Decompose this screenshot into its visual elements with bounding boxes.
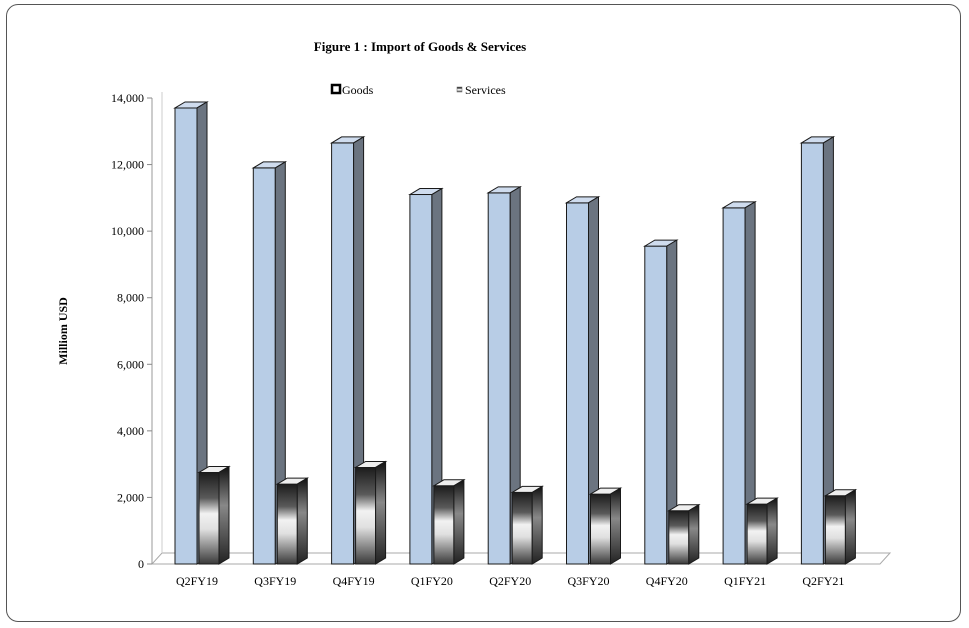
- goods-bar-front: [174, 107, 198, 565]
- legend: Goods Services: [330, 83, 506, 97]
- x-tick-label: Q2FY20: [489, 574, 531, 588]
- goods-bar-front: [487, 192, 511, 565]
- goods-bar-front: [409, 194, 433, 565]
- services-bar: [745, 497, 779, 565]
- services-bar: [197, 465, 231, 565]
- goods-bar: [486, 185, 523, 565]
- services-bar-side: [688, 503, 700, 565]
- y-axis-label: Milliom USD: [56, 297, 70, 365]
- goods-bar-front: [644, 245, 668, 565]
- y-tick-label: 10,000: [111, 224, 144, 238]
- y-tick-label: 6,000: [117, 357, 144, 371]
- services-bar-side: [610, 487, 621, 565]
- services-bar-front: [433, 485, 455, 565]
- goods-bar: [173, 101, 209, 565]
- services-bar: [588, 487, 623, 565]
- services-bar: [510, 485, 545, 565]
- chart-title: Figure 1 : Import of Goods & Services: [314, 39, 526, 54]
- goods-bar: [721, 200, 757, 565]
- y-tick-label: 8,000: [117, 291, 144, 305]
- goods-bar-front: [566, 202, 589, 565]
- y-tick-label: 12,000: [111, 158, 144, 172]
- y-tick-label: 2,000: [117, 490, 144, 504]
- services-bar-front: [276, 483, 298, 565]
- x-tick-label: Q2FY19: [176, 574, 218, 588]
- services-bar: [432, 478, 466, 565]
- x-tick-label: Q3FY20: [567, 574, 609, 588]
- services-bar-side: [218, 465, 230, 565]
- x-tick-label: Q1FY20: [411, 574, 453, 588]
- goods-bar: [408, 187, 444, 565]
- services-bar-front: [590, 493, 611, 565]
- goods-bar-front: [252, 167, 276, 565]
- x-tick-label: Q3FY19: [254, 574, 296, 588]
- goods-bar-front: [800, 142, 824, 565]
- services-bar-side: [296, 477, 308, 565]
- services-bar-front: [668, 510, 690, 565]
- goods-bar: [642, 239, 679, 565]
- services-bar-front: [355, 466, 377, 565]
- y-tick-label: 14,000: [111, 91, 144, 105]
- legend-services-swatch: [456, 86, 463, 93]
- legend-goods-label: Goods: [342, 83, 374, 97]
- goods-bar: [799, 136, 836, 565]
- legend-services-label: Services: [465, 83, 506, 97]
- y-tick-label: 0: [138, 557, 144, 571]
- services-bar-side: [766, 497, 778, 565]
- services-bar-front: [198, 471, 220, 565]
- goods-bar-front: [331, 142, 355, 565]
- legend-goods-swatch: [330, 83, 342, 95]
- services-bar-front: [746, 503, 768, 565]
- services-bar-side: [844, 488, 856, 565]
- services-bar-front: [824, 495, 846, 565]
- services-bar: [823, 488, 858, 565]
- y-tick-label: 4,000: [117, 424, 144, 438]
- services-bar: [353, 460, 388, 565]
- x-tick-label: Q1FY21: [724, 574, 766, 588]
- services-bar: [275, 477, 310, 565]
- services-bar-front: [511, 491, 533, 565]
- x-tick-label: Q2FY21: [802, 574, 844, 588]
- goods-bar-front: [722, 207, 746, 565]
- services-bar-side: [531, 485, 543, 565]
- x-tick-label: Q4FY19: [333, 574, 375, 588]
- x-tick-label: Q4FY20: [646, 574, 688, 588]
- goods-bar: [564, 195, 601, 565]
- services-bar-side: [453, 478, 465, 565]
- services-bar: [666, 503, 701, 565]
- services-bar-side: [375, 460, 387, 565]
- goods-bar: [251, 161, 288, 565]
